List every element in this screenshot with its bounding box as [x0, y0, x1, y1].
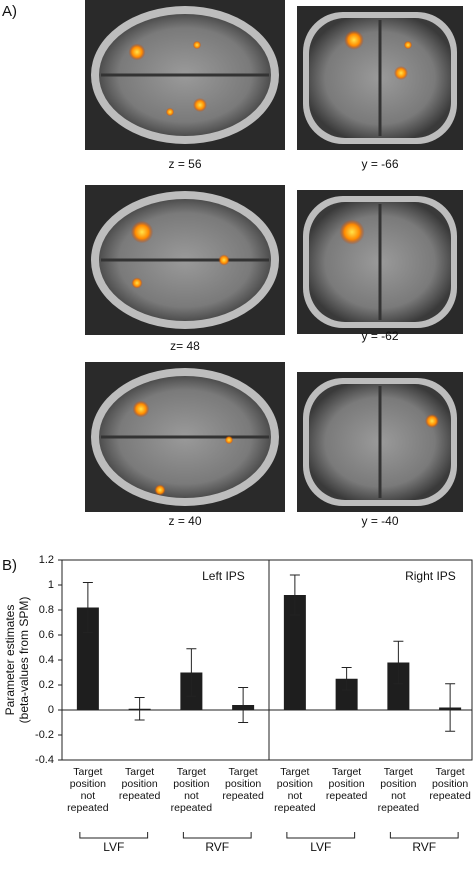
y-axis-label: Parameter estimates(beta-values from SPM…: [3, 597, 31, 724]
group-label: LVF: [310, 840, 331, 854]
slice-label: z = 40: [168, 514, 201, 528]
y-tick-label: 0: [48, 704, 54, 716]
panel-label: B): [2, 557, 17, 574]
y-axis-label-line: Parameter estimates: [3, 605, 17, 716]
x-tick-label: Target position not repeated: [377, 766, 420, 814]
y-tick-label: -0.4: [35, 754, 54, 766]
activation: [165, 107, 175, 117]
activation: [154, 484, 166, 496]
activation: [425, 414, 439, 428]
panel-title: Left IPS: [202, 569, 245, 583]
y-tick-label: 1: [48, 579, 54, 591]
slice-label: z = 56: [168, 157, 201, 171]
y-tick-label: 0.2: [39, 679, 54, 691]
plot-frame: [61, 559, 473, 761]
group-bracket: [286, 832, 356, 839]
activation: [394, 66, 408, 80]
x-tick-label: Target position repeated: [222, 766, 264, 802]
bar: [335, 678, 358, 710]
x-tick-label: Target position not repeated: [274, 766, 316, 814]
bar: [387, 662, 410, 710]
activation: [128, 43, 146, 61]
activation: [131, 277, 143, 289]
activation: [403, 40, 413, 50]
activation: [224, 435, 234, 445]
activation: [344, 30, 364, 50]
group-label: LVF: [103, 840, 124, 854]
x-tick-label: Target position not repeated: [170, 766, 213, 814]
activation: [130, 220, 154, 244]
bar: [76, 607, 99, 710]
y-tick-label: 1.2: [39, 554, 54, 566]
x-tick-label: Target position not repeated: [67, 766, 109, 814]
x-tick-label: Target position repeated: [118, 766, 161, 802]
slice-label: y = -40: [361, 514, 398, 528]
activation: [132, 400, 150, 418]
activation: [218, 254, 230, 266]
y-tick-label: 0.6: [39, 629, 54, 641]
x-tick-label: Target position repeated: [429, 766, 471, 802]
group-bracket: [79, 832, 149, 839]
group-label: RVF: [412, 840, 436, 854]
activation: [339, 219, 365, 245]
bar-chart: -0.4 -0.2 0 0.2 0.4 0.6 0.8 1 1.2 Parameter estim…: [3, 554, 473, 854]
y-tick-label: 0.8: [39, 604, 54, 616]
activation: [192, 40, 202, 50]
group-label: RVF: [205, 840, 229, 854]
slice-label: y = -66: [361, 157, 398, 171]
group-bracket: [182, 832, 252, 839]
panel-label: A): [2, 3, 17, 20]
slice-images: z = 56 y = -66 z= 48 y = -62 z = 40 y = -40: [85, 0, 463, 528]
x-tick-label: Target position repeated: [325, 766, 368, 802]
bar: [283, 595, 306, 710]
slice-label: z= 48: [170, 339, 200, 353]
panel-title: Right IPS: [405, 569, 456, 583]
group-bracket: [389, 832, 459, 839]
activation: [193, 98, 207, 112]
y-axis-label-line: (beta-values from SPM): [17, 597, 31, 724]
y-tick-label: -0.2: [35, 729, 54, 741]
y-tick-label: 0.4: [39, 654, 54, 666]
slice-label: y = -62: [361, 329, 398, 343]
